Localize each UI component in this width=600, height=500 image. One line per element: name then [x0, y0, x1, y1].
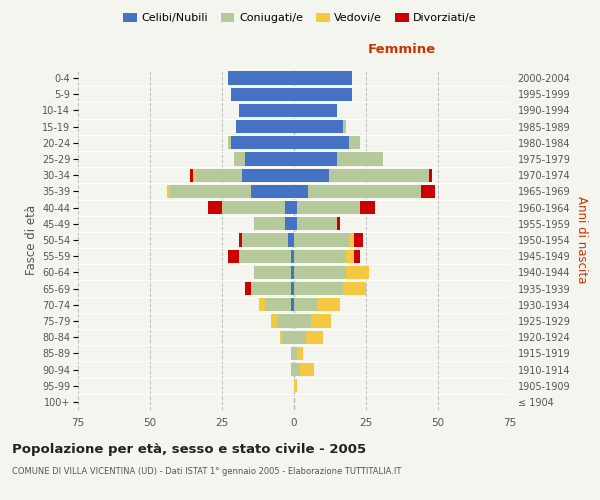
Bar — [291, 346, 294, 360]
Bar — [297, 346, 302, 360]
Bar — [294, 298, 317, 312]
Bar — [300, 363, 314, 376]
Bar — [286, 201, 294, 214]
Bar — [208, 201, 222, 214]
Bar — [337, 152, 383, 166]
Bar — [294, 168, 329, 182]
Bar — [230, 136, 294, 149]
Bar — [288, 234, 294, 246]
Bar — [294, 379, 297, 392]
Bar — [291, 266, 294, 279]
Bar — [294, 136, 349, 149]
Bar — [291, 250, 294, 263]
Legend: Celibi/Nubili, Coniugati/e, Vedovi/e, Divorziati/e: Celibi/Nubili, Coniugati/e, Vedovi/e, Di… — [119, 8, 481, 28]
Bar — [254, 217, 286, 230]
Bar — [265, 298, 291, 312]
Bar — [271, 314, 277, 328]
Bar — [294, 330, 305, 344]
Bar — [228, 136, 230, 149]
Bar — [294, 266, 346, 279]
Bar — [305, 330, 323, 344]
Bar — [294, 201, 297, 214]
Bar — [329, 168, 430, 182]
Bar — [294, 250, 346, 263]
Bar — [283, 330, 294, 344]
Bar — [294, 234, 349, 246]
Bar — [167, 185, 170, 198]
Bar — [346, 266, 369, 279]
Bar — [297, 217, 337, 230]
Bar — [294, 72, 352, 85]
Bar — [251, 185, 294, 198]
Bar — [259, 298, 265, 312]
Text: Femmine: Femmine — [368, 44, 436, 57]
Bar — [291, 298, 294, 312]
Bar — [239, 250, 291, 263]
Bar — [294, 120, 343, 134]
Bar — [239, 104, 294, 117]
Bar — [308, 185, 421, 198]
Bar — [277, 314, 294, 328]
Bar — [343, 120, 346, 134]
Bar — [294, 314, 311, 328]
Bar — [355, 234, 363, 246]
Bar — [294, 152, 337, 166]
Bar — [245, 152, 294, 166]
Bar — [346, 250, 355, 263]
Bar — [294, 88, 352, 101]
Bar — [280, 330, 283, 344]
Bar — [228, 72, 294, 85]
Bar — [294, 104, 337, 117]
Bar — [291, 282, 294, 295]
Y-axis label: Fasce di età: Fasce di età — [25, 205, 38, 275]
Bar — [254, 266, 291, 279]
Bar — [355, 250, 360, 263]
Bar — [297, 201, 360, 214]
Bar — [294, 346, 297, 360]
Bar — [360, 201, 374, 214]
Bar — [251, 282, 291, 295]
Bar — [337, 217, 340, 230]
Bar — [239, 234, 242, 246]
Bar — [193, 168, 196, 182]
Bar — [228, 250, 239, 263]
Bar — [291, 363, 294, 376]
Bar — [196, 168, 242, 182]
Y-axis label: Anni di nascita: Anni di nascita — [575, 196, 587, 284]
Bar — [286, 217, 294, 230]
Bar — [245, 282, 251, 295]
Bar — [190, 168, 193, 182]
Bar — [294, 282, 343, 295]
Bar — [294, 185, 308, 198]
Text: Popolazione per età, sesso e stato civile - 2005: Popolazione per età, sesso e stato civil… — [12, 442, 366, 456]
Bar — [349, 136, 360, 149]
Bar — [349, 234, 355, 246]
Bar — [242, 168, 294, 182]
Text: COMUNE DI VILLA VICENTINA (UD) - Dati ISTAT 1° gennaio 2005 - Elaborazione TUTTI: COMUNE DI VILLA VICENTINA (UD) - Dati IS… — [12, 468, 401, 476]
Bar — [222, 201, 286, 214]
Bar — [430, 168, 432, 182]
Bar — [236, 120, 294, 134]
Bar — [294, 217, 297, 230]
Bar — [170, 185, 251, 198]
Bar — [311, 314, 331, 328]
Bar — [317, 298, 340, 312]
Bar — [242, 234, 288, 246]
Bar — [230, 88, 294, 101]
Bar — [421, 185, 435, 198]
Bar — [294, 363, 300, 376]
Bar — [233, 152, 245, 166]
Bar — [343, 282, 366, 295]
